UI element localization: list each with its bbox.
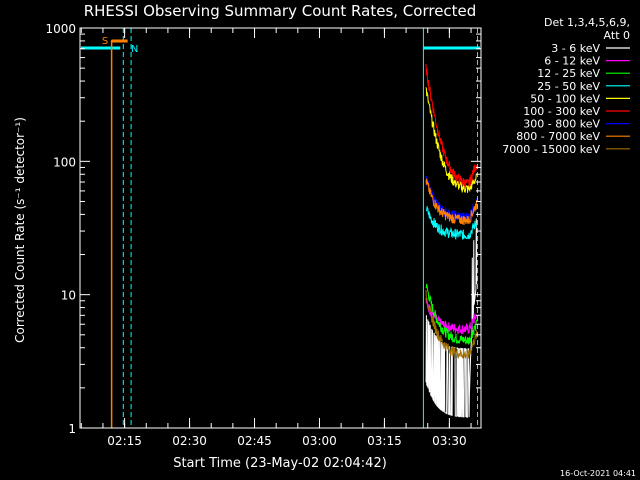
legend-header: Det 1,3,4,5,6,9, Att 0 bbox=[544, 16, 630, 42]
y-tick-label: 1000 bbox=[45, 22, 76, 36]
annotation-s: S bbox=[102, 36, 108, 47]
series-line bbox=[425, 63, 478, 188]
series-line bbox=[425, 178, 478, 226]
series-line bbox=[425, 283, 478, 345]
y-tick-label: 10 bbox=[61, 289, 76, 303]
legend-entry-label: 800 - 7000 keV bbox=[516, 130, 600, 143]
chart-title: RHESSI Observing Summary Count Rates, Co… bbox=[84, 2, 477, 20]
series-line bbox=[425, 218, 478, 418]
y-axis-label: Corrected Count Rate (s⁻¹ detector⁻¹) bbox=[13, 117, 27, 343]
y-axis: 1 10 100 1000 bbox=[45, 22, 481, 436]
series-line bbox=[425, 206, 478, 240]
legend-entry-label: 12 - 25 keV bbox=[537, 67, 600, 80]
legend-entry-label: 100 - 300 keV bbox=[523, 105, 600, 118]
x-axis-label: Start Time (23-May-02 02:04:42) bbox=[173, 456, 387, 471]
x-tick-label: 03:15 bbox=[367, 434, 402, 448]
x-tick-label: 02:30 bbox=[172, 434, 207, 448]
legend-header-line-1: Det 1,3,4,5,6,9, bbox=[544, 16, 630, 29]
legend-entry-label: 7000 - 15000 keV bbox=[502, 143, 600, 156]
legend-entry-label: 300 - 800 keV bbox=[523, 118, 600, 131]
annotation-n: N bbox=[131, 44, 138, 55]
x-tick-label: 02:45 bbox=[237, 434, 272, 448]
y-tick-label: 1 bbox=[68, 422, 76, 436]
legend-entry-label: 3 - 6 keV bbox=[551, 42, 600, 55]
x-axis: 02:15 02:30 02:45 03:00 03:15 03:30 bbox=[80, 28, 472, 448]
y-tick-label: 100 bbox=[53, 155, 76, 169]
legend-entry-label: 50 - 100 keV bbox=[530, 92, 600, 105]
series-line bbox=[425, 289, 478, 359]
x-tick-label: 03:30 bbox=[432, 434, 467, 448]
x-tick-label: 02:15 bbox=[107, 434, 142, 448]
x-tick-label: 03:00 bbox=[302, 434, 337, 448]
legend-entry-label: 25 - 50 keV bbox=[537, 80, 600, 93]
legend-header-line-2: Att 0 bbox=[604, 29, 630, 42]
timestamp: 16-Oct-2021 04:41 bbox=[560, 469, 636, 478]
legend-entry-label: 6 - 12 keV bbox=[544, 55, 600, 68]
series-line bbox=[425, 87, 478, 193]
plot-area: SN bbox=[81, 28, 480, 428]
plot-frame bbox=[79, 27, 482, 429]
